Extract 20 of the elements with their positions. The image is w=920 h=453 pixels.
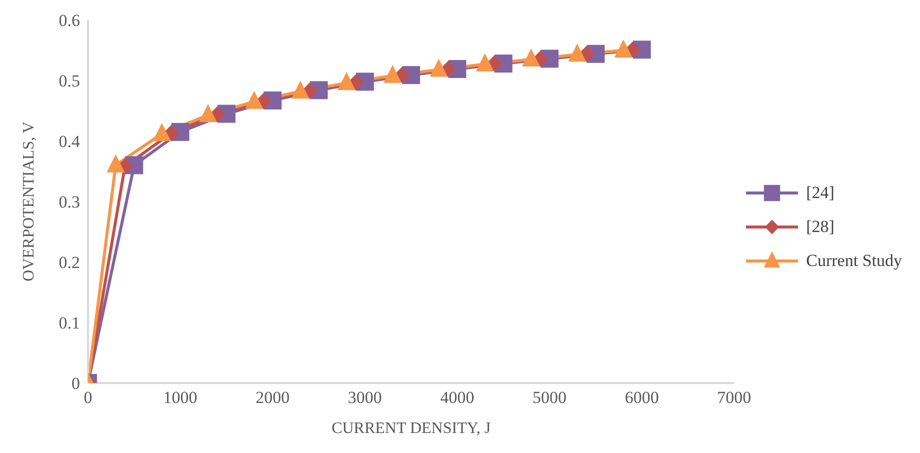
x-tick-label: 0	[84, 388, 92, 408]
legend-label: [24]	[806, 182, 834, 202]
x-tick-label: 3000	[348, 388, 382, 408]
y-tick-label: 0.2	[58, 253, 80, 272]
y-tick-label: 0.1	[58, 314, 80, 333]
legend-label: [28]	[806, 216, 834, 236]
x-tick-label: 1000	[163, 388, 198, 408]
x-tick-label: 6000	[624, 388, 659, 408]
legend-label: Current Study	[806, 250, 902, 270]
y-tick-label: 0	[72, 374, 80, 394]
x-axis-title: CURRENT DENSITY, J	[332, 420, 491, 437]
x-tick-label: 4000	[440, 388, 474, 408]
y-axis-title: OVERPOTENTIALS, V	[20, 121, 38, 282]
y-tick-label: 0.3	[58, 192, 80, 212]
y-tick-label: 0.6	[58, 11, 80, 30]
x-tick-label: 2000	[256, 388, 290, 408]
x-tick-label: 5000	[532, 388, 567, 408]
x-tick-label: 7000	[717, 388, 752, 408]
y-tick-label: 0.4	[58, 132, 80, 152]
y-tick-label: 0.5	[58, 72, 80, 91]
